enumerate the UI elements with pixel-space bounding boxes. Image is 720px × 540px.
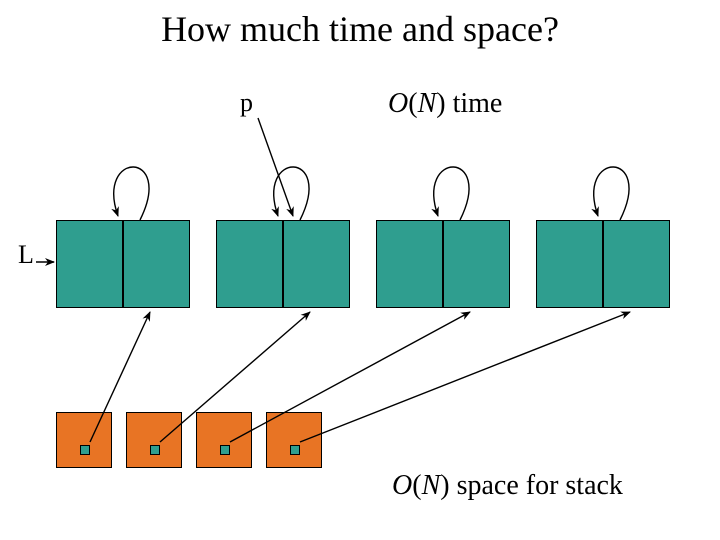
list-node-left [56, 220, 123, 308]
stack-pointer-arrow [300, 312, 630, 442]
list-node-right [443, 220, 510, 308]
stack-inner-mark [220, 445, 230, 455]
paren-open: ( [408, 88, 417, 119]
space-rest: ) space for stack [440, 470, 623, 501]
big-o-italic: O [388, 88, 408, 119]
stack-inner-mark [80, 445, 90, 455]
paren-open: ( [412, 470, 421, 501]
self-loop-arrow [594, 167, 629, 220]
list-node-left [376, 220, 443, 308]
p-pointer-arrow [258, 118, 293, 216]
list-node-left [536, 220, 603, 308]
time-rest: ) time [436, 88, 502, 119]
stack-slot [196, 412, 252, 468]
stack-inner-mark [290, 445, 300, 455]
slide-title: How much time and space? [0, 8, 720, 50]
stack-slot [126, 412, 182, 468]
list-node-right [123, 220, 190, 308]
self-loop-arrow [114, 167, 149, 220]
label-space-complexity: O(N) space for stack [392, 470, 623, 502]
slide-canvas: How much time and space? p O(N) time L O… [0, 0, 720, 540]
label-p: p [240, 88, 253, 118]
list-node-right [603, 220, 670, 308]
stack-slot [56, 412, 112, 468]
list-node-left [216, 220, 283, 308]
stack-slot [266, 412, 322, 468]
stack-inner-mark [150, 445, 160, 455]
label-time-complexity: O(N) time [388, 88, 502, 120]
label-L: L [18, 240, 34, 270]
n-italic: N [418, 88, 437, 119]
self-loop-arrow [434, 167, 469, 220]
big-o-italic: O [392, 470, 412, 501]
list-node-right [283, 220, 350, 308]
n-italic: N [422, 470, 441, 501]
self-loop-arrow [274, 167, 309, 220]
